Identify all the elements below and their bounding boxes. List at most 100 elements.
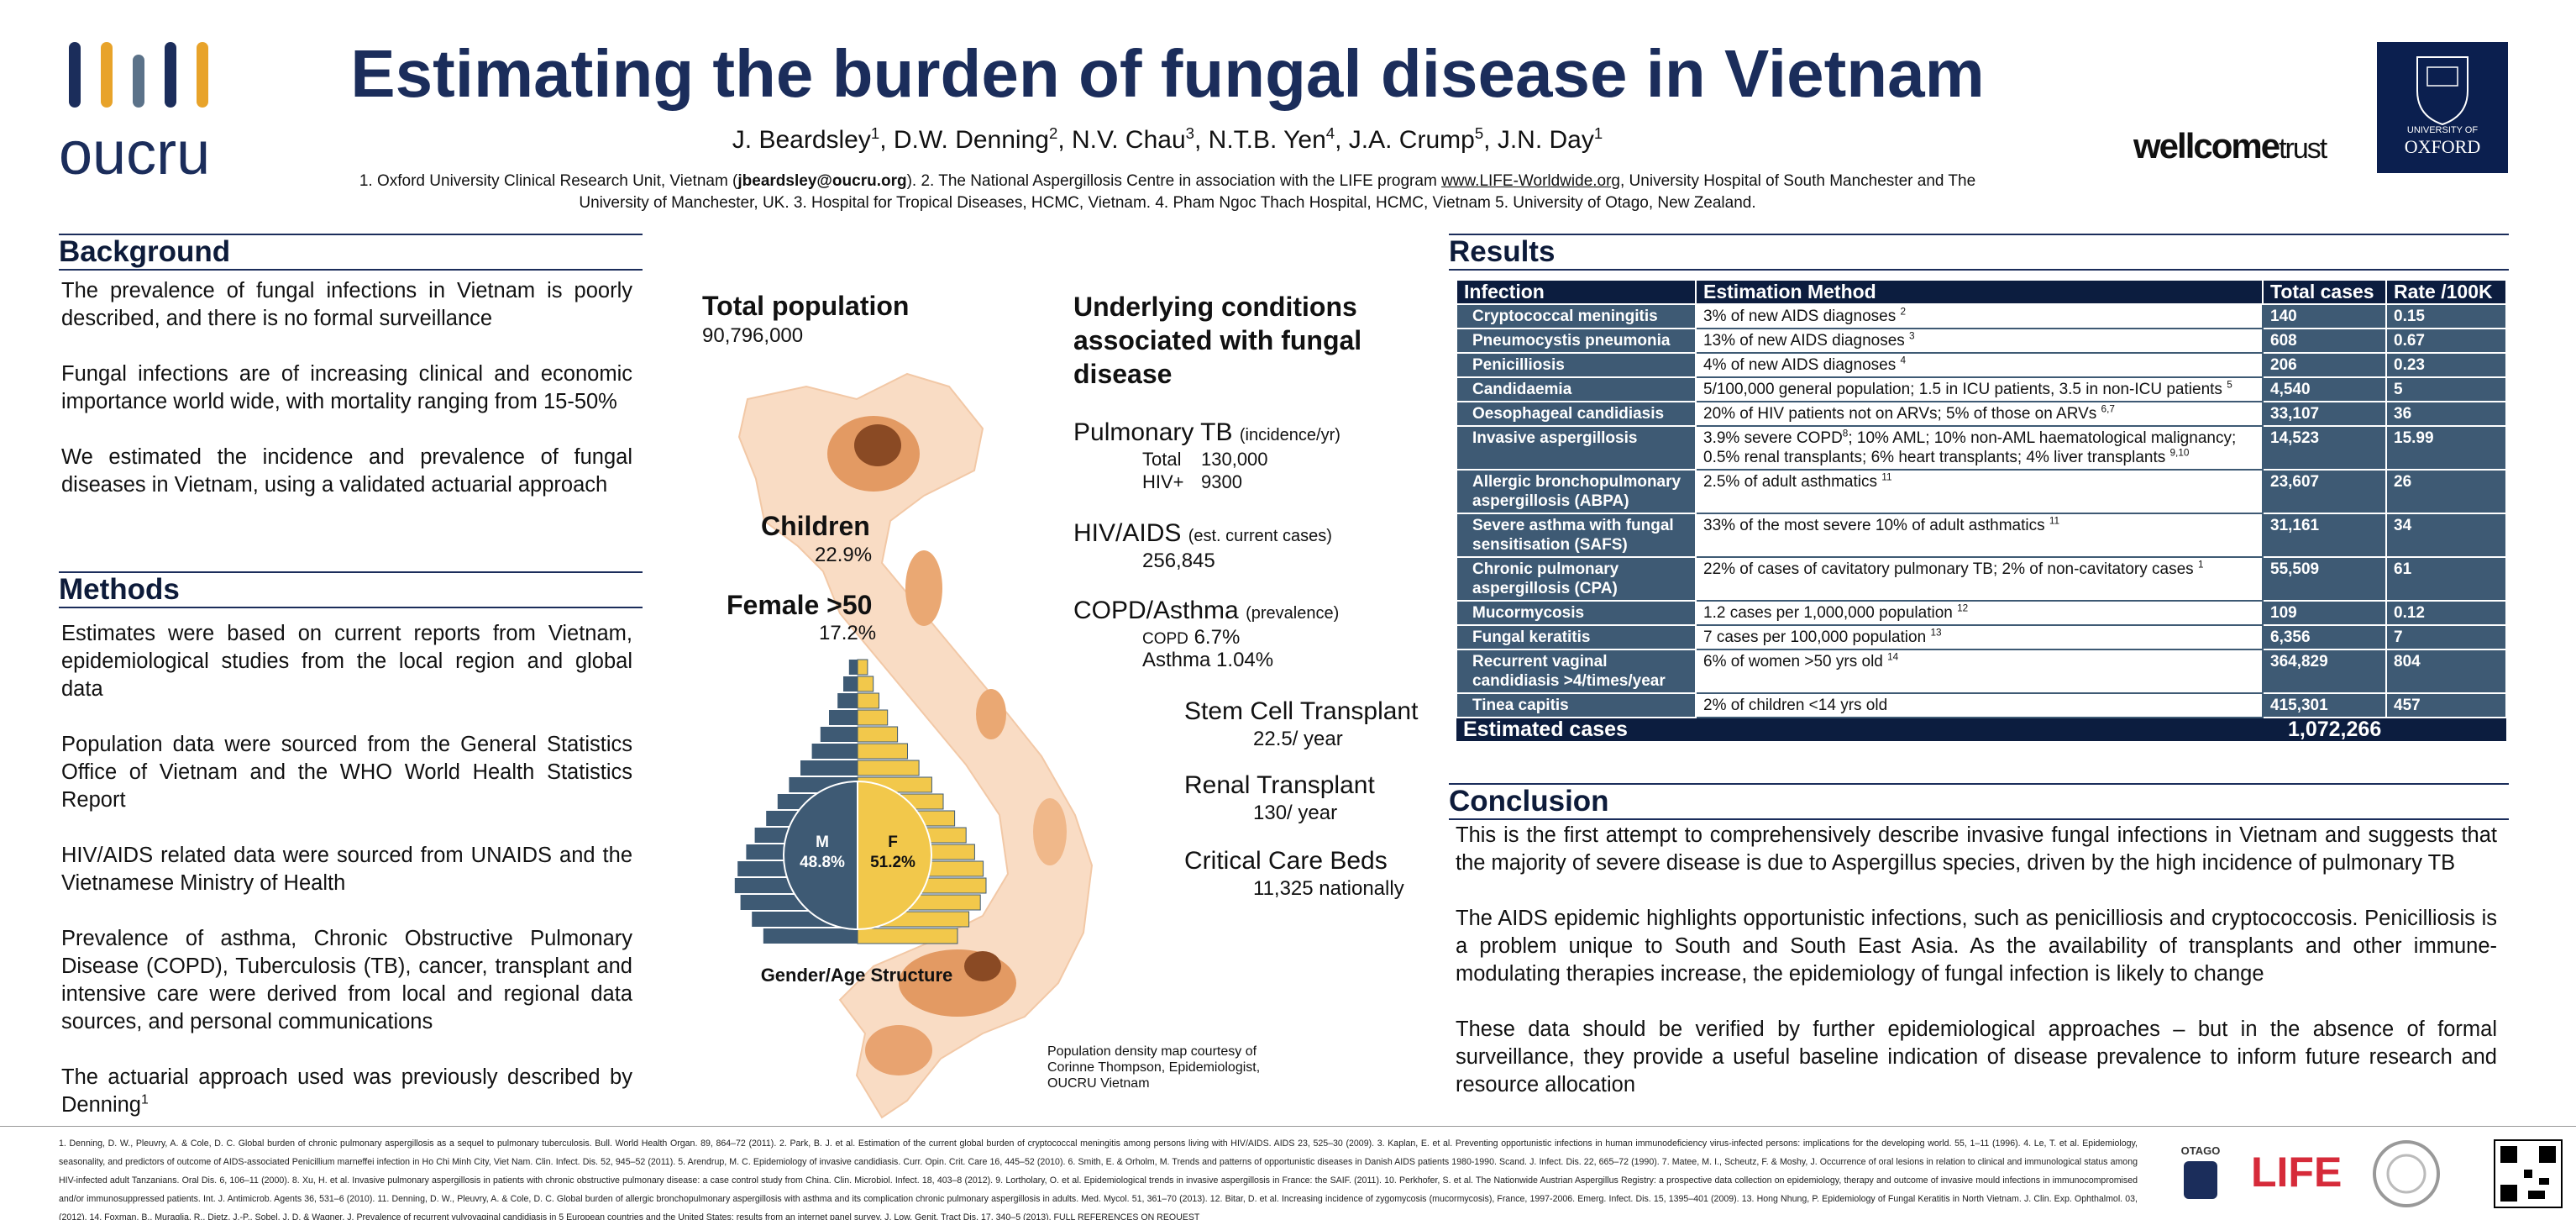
label: Pulmonary TB [1073,418,1233,446]
label: Asthma [1142,649,1211,671]
table-row: Invasive aspergillosis 3.9% severe COPD8;… [1456,425,2507,471]
label: Renal Transplant [1184,771,1375,799]
text-run: , N.T.B. Yen [1194,126,1326,154]
value: Total 130,000 [1142,449,1268,471]
text-run: , J.A. Crump [1335,126,1475,154]
paragraph: The prevalence of fungal infections in V… [61,279,632,330]
logo-text: OXFORD [2405,136,2480,157]
infection: Recurrent vaginal candidiasis >4/times/y… [1456,649,1697,694]
method: 22% of cases of cavitatory pulmonary TB;… [1695,556,2264,602]
value: 6.7% [1194,626,1241,649]
total-cases: 33,107 [2262,401,2387,427]
paragraph: Estimates were based on current reports … [61,622,632,701]
rate: 0.23 [2385,352,2507,378]
credit: Population density map courtesy of Corin… [1047,1044,1261,1091]
text-run: 5/100,000 general population; 1.5 in ICU… [1703,381,2227,398]
note: (incidence/yr) [1239,426,1340,444]
infection: Cryptococcal meningitis [1456,303,1697,329]
text-run: 3.9% severe COPD [1703,429,1843,447]
superscript: 8 [1842,428,1849,439]
superscript: 4 [1325,124,1335,142]
rate: 804 [2385,649,2507,694]
label: Total [1142,449,1182,470]
superscript: 3 [1185,124,1194,142]
value: 17.2% [819,622,877,644]
superscript: 2 [1048,124,1058,142]
text-run: jbeardsley@oucru.org [737,172,907,190]
table-row: Cryptococcal meningitis 3% of new AIDS di… [1456,303,2507,329]
method: 2.5% of adult asthmatics 11 [1695,469,2264,514]
pyramid-bar [857,659,868,676]
density-map [737,372,1094,1119]
total-cases: 608 [2262,328,2387,354]
superscript: 11 [1881,471,1892,483]
superscript: 5 [1474,124,1484,142]
total-cases: 206 [2262,352,2387,378]
infection: Tinea capitis [1456,692,1697,718]
value: 130,000 [1201,449,1268,470]
total-cases: 31,161 [2262,513,2387,558]
pie-male [783,780,858,931]
label: Female >50 [727,590,873,620]
text-run: www.LIFE-Worldwide.org [1441,172,1620,190]
text-run: , D.W. Denning [879,126,1049,154]
pie-label: 48.8% [800,854,845,871]
table-row: Allergic bronchopulmonary aspergillosis … [1456,469,2507,514]
condition: HIV/AIDS (est. current cases) [1073,519,1332,548]
value: 22.5/ year [1253,728,1343,750]
column-header: Rate /100K [2385,279,2507,305]
label: Underlying conditions associated with fu… [1073,292,1362,389]
title: Estimating the burden of fungal disease … [350,36,1985,111]
text-run: 33% of the most severe 10% of adult asth… [1703,517,2049,534]
background-text: The prevalence of fungal infections in V… [61,277,632,527]
infection: Mucormycosis [1456,600,1697,626]
rule [1449,269,2509,271]
pyramid-bar [857,743,908,760]
value: 1.04% [1216,649,1274,671]
superscript: 13 [1930,627,1942,639]
text-run: 20% of HIV patients not on ARVs; 5% of t… [1703,405,2101,423]
infection: Penicilliosis [1456,352,1697,378]
total-cases: 109 [2262,600,2387,626]
method: 7 cases per 100,000 population 13 [1695,624,2264,650]
rule [1449,818,2509,820]
text-run: The actuarial approach used was previous… [61,1065,632,1117]
method: 4% of new AIDS diagnoses 4 [1695,352,2264,378]
infection: Invasive aspergillosis [1456,425,1697,471]
logo-text: OTAGO [2181,1144,2221,1157]
text-run: 1.2 cases per 1,000,000 population [1703,604,1958,622]
superscript: 12 [1957,602,1969,614]
label: Total population [702,291,910,321]
paragraph: The AIDS epidemic highlights opportunist… [1456,907,2497,986]
caption: Gender/Age Structure [760,965,953,986]
total-cases: 55,509 [2262,556,2387,602]
superscript: 2 [1900,306,1907,318]
section-heading: Conclusion [1449,785,1609,818]
pyramid-bar [857,709,889,726]
text-run: 6% of women >50 yrs old [1703,653,1888,670]
superscript: 9,10 [2169,447,2190,459]
pie-female [857,780,932,931]
superscript: 11 [2049,515,2060,527]
pyramid-bar [857,692,879,709]
label: COPD [1142,630,1188,648]
pyramid-bar [857,676,874,692]
label: Critical Care Beds [1184,847,1388,875]
section-heading: Methods [59,573,180,606]
total-value: 1,072,266 [2263,718,2506,741]
total-cases: 23,607 [2262,469,2387,514]
value: 90,796,000 [702,324,804,347]
total-cases: 6,356 [2262,624,2387,650]
infection: Oesophageal candidiasis [1456,401,1697,427]
text-run: ). 2. The National Aspergillosis Centre … [906,172,1442,190]
text-run: ; 10% AML; 10% non-AML haematological ma… [1703,429,2237,466]
references: 1. Denning, D. W., Pleuvry, A. & Cole, D… [59,1138,2138,1220]
pyramid-bar [848,660,858,675]
rate: 34 [2385,513,2507,558]
pyramid-bar [763,928,858,944]
value: 22.9% [815,544,873,566]
column-header: Estimation Method [1695,279,2264,305]
text-run: , J.N. Day [1483,126,1594,154]
partner-logos: OTAGO LIFE [2181,1139,2563,1208]
pie-label: 51.2% [870,854,916,871]
